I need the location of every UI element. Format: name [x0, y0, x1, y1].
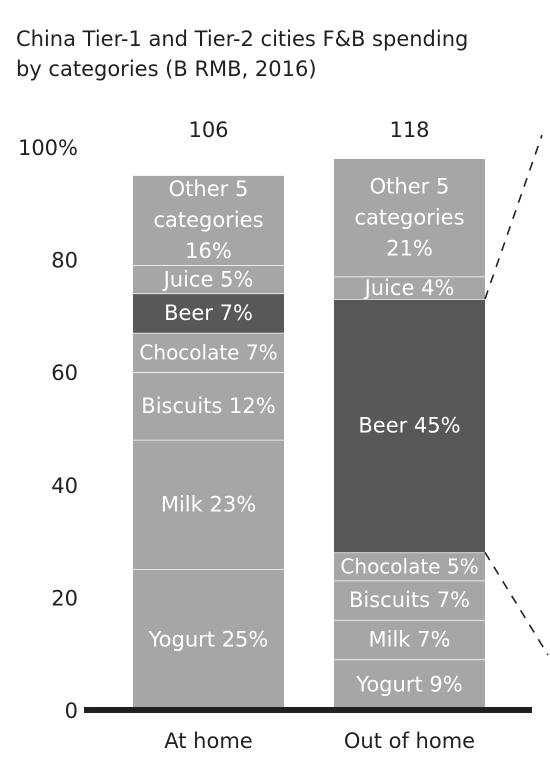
- bar-segment-chocolate-5: [334, 552, 485, 581]
- bar-segment-yogurt-9: [334, 659, 485, 710]
- callout-line-top: [484, 134, 543, 300]
- bar-segment-milk-7: [334, 619, 485, 660]
- segment-label-beer-7: Beer 7%: [164, 301, 253, 325]
- bar-segment-beer-7: [133, 293, 284, 333]
- bar-segment-juice-5: [133, 265, 284, 294]
- bar-segment-yogurt-25: [133, 569, 284, 710]
- callout-line-bottom: [484, 551, 549, 656]
- category-label-out-of-home: Out of home: [344, 729, 475, 753]
- segment-label-biscuits-7: Biscuits 7%: [349, 588, 470, 612]
- category-label-at-home: At home: [164, 729, 252, 753]
- bar-total-label: 106: [188, 118, 228, 142]
- y-tick-label: 0: [65, 699, 78, 723]
- y-tick-label: 40: [51, 474, 78, 498]
- bar-segment-other-5: [334, 158, 485, 277]
- y-tick-label: 20: [51, 586, 78, 610]
- segment-label-juice-4: Juice 4%: [363, 276, 455, 300]
- bar-total-label: 118: [389, 118, 429, 142]
- bar-segment-juice-4: [334, 276, 485, 300]
- segment-label-milk-7: Milk 7%: [369, 628, 451, 652]
- bar-segment-chocolate-7: [133, 332, 284, 373]
- y-tick-label: 80: [51, 249, 78, 273]
- segment-label-biscuits-12: Biscuits 12%: [141, 394, 275, 418]
- segment-label-yogurt-25: Yogurt 25%: [148, 628, 269, 652]
- segment-label-other-5: Other 5 categories 21%: [354, 174, 464, 260]
- segment-label-beer-45: Beer 45%: [358, 414, 460, 438]
- segment-label-milk-23: Milk 23%: [161, 493, 256, 517]
- segment-label-chocolate-5: Chocolate 5%: [340, 554, 478, 578]
- bar-segment-biscuits-12: [133, 372, 284, 440]
- segment-label-chocolate-7: Chocolate 7%: [139, 340, 277, 364]
- segment-label-yogurt-9: Yogurt 9%: [355, 673, 462, 697]
- chart-title-line-1: China Tier-1 and Tier-2 cities F&B spend…: [16, 27, 469, 51]
- y-tick-label: 60: [51, 361, 78, 385]
- bar-segment-beer-45: [334, 299, 485, 553]
- segment-label-juice-5: Juice 5%: [162, 267, 254, 291]
- y-tick-label: 100%: [18, 136, 78, 160]
- chart-title: China Tier-1 and Tier-2 cities F&B spend…: [16, 24, 536, 84]
- bar-segment-other-5: [133, 175, 284, 266]
- chart-title-line-2: by categories (B RMB, 2016): [16, 57, 317, 81]
- bar-segment-biscuits-7: [334, 580, 485, 620]
- segment-label-other-5: Other 5 categories 16%: [153, 177, 263, 263]
- bar-segment-milk-23: [133, 439, 284, 570]
